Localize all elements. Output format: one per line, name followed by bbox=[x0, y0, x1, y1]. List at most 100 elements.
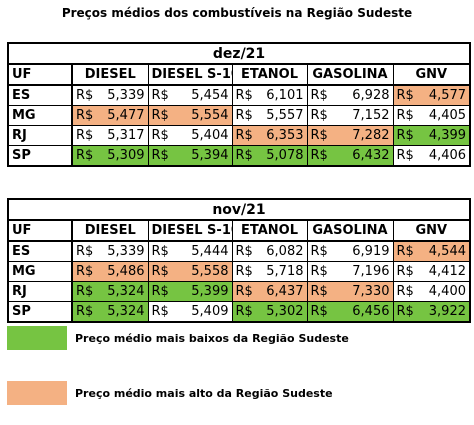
price-number: 6,353 bbox=[266, 128, 304, 143]
price-number: 5,309 bbox=[107, 148, 145, 163]
currency-label: R$ bbox=[310, 88, 328, 103]
currency-label: R$ bbox=[235, 264, 253, 279]
price-number: 5,444 bbox=[191, 244, 229, 259]
currency-label: R$ bbox=[396, 284, 414, 299]
price-cell: R$ 5,078 bbox=[231, 145, 308, 167]
month-row: nov/21 bbox=[7, 198, 471, 221]
uf-cell: SP bbox=[7, 301, 73, 323]
price-number: 7,196 bbox=[352, 264, 390, 279]
currency-label: R$ bbox=[396, 244, 414, 259]
uf-cell: SP bbox=[7, 145, 73, 167]
price-value: R$ 4,577 bbox=[397, 88, 467, 103]
price-cell: R$ 5,339 bbox=[71, 84, 149, 106]
price-value: R$ 5,444 bbox=[152, 244, 229, 259]
price-number: 4,412 bbox=[428, 264, 466, 279]
currency-label: R$ bbox=[310, 108, 328, 123]
price-value: R$ 4,544 bbox=[397, 244, 467, 259]
currency-label: R$ bbox=[310, 264, 328, 279]
currency-label: R$ bbox=[310, 244, 328, 259]
price-value: R$ 4,412 bbox=[397, 264, 467, 279]
price-table-dez21: dez/21 UF DIESEL DIESEL S-10 ETANOL GASOLINA G… bbox=[7, 42, 472, 167]
price-value: R$ 5,558 bbox=[152, 264, 229, 279]
price-number: 4,544 bbox=[428, 244, 466, 259]
price-value: R$ 7,152 bbox=[311, 108, 390, 123]
column-header: UF bbox=[7, 219, 73, 242]
table-row: MG R$ 5,477 R$ 5,554 R$ 5,557 R$ 7,152 R$ 4,405 bbox=[7, 105, 471, 126]
price-value: R$ 6,432 bbox=[311, 148, 390, 163]
currency-label: R$ bbox=[310, 304, 328, 319]
price-value: R$ 5,477 bbox=[76, 108, 145, 123]
price-number: 5,454 bbox=[191, 88, 229, 103]
price-cell: R$ 5,409 bbox=[147, 301, 233, 323]
page-title: Preços médios dos combustíveis na Região… bbox=[61, 6, 413, 20]
price-cell: R$ 5,404 bbox=[147, 125, 233, 146]
currency-label: R$ bbox=[76, 148, 94, 163]
price-number: 6,101 bbox=[266, 88, 304, 103]
price-number: 3,922 bbox=[428, 304, 466, 319]
uf-cell: ES bbox=[7, 240, 73, 262]
price-value: R$ 4,405 bbox=[397, 108, 467, 123]
price-number: 5,399 bbox=[191, 284, 229, 299]
price-cell: R$ 5,394 bbox=[147, 145, 233, 167]
price-cell: R$ 4,405 bbox=[392, 105, 471, 126]
price-cell: R$ 7,330 bbox=[306, 281, 394, 302]
price-number: 7,282 bbox=[352, 128, 390, 143]
price-number: 5,339 bbox=[107, 88, 145, 103]
column-header: GASOLINA bbox=[306, 63, 394, 86]
column-header: GNV bbox=[392, 63, 471, 86]
price-cell: R$ 7,152 bbox=[306, 105, 394, 126]
uf-cell: RJ bbox=[7, 281, 73, 302]
price-value: R$ 4,406 bbox=[397, 148, 467, 163]
column-header: DIESEL bbox=[71, 63, 149, 86]
price-value: R$ 4,399 bbox=[397, 128, 467, 143]
price-number: 5,558 bbox=[191, 264, 229, 279]
price-number: 7,152 bbox=[352, 108, 390, 123]
price-cell: R$ 5,554 bbox=[147, 105, 233, 126]
price-number: 5,078 bbox=[266, 148, 304, 163]
price-cell: R$ 5,339 bbox=[71, 240, 149, 262]
month-label: nov/21 bbox=[7, 198, 471, 221]
price-number: 4,406 bbox=[428, 148, 467, 163]
price-value: R$ 5,324 bbox=[76, 284, 145, 299]
currency-label: R$ bbox=[151, 284, 169, 299]
currency-label: R$ bbox=[396, 264, 414, 279]
price-table-nov21: nov/21 UF DIESEL DIESEL S-10 ETANOL GASOLINA G… bbox=[7, 198, 471, 323]
price-number: 6,928 bbox=[352, 88, 390, 103]
price-number: 5,302 bbox=[266, 304, 304, 319]
price-cell: R$ 5,324 bbox=[71, 301, 149, 323]
currency-label: R$ bbox=[151, 128, 169, 143]
header-row: UF DIESEL DIESEL S-10 ETANOL GASOLINA GNV bbox=[7, 219, 471, 242]
price-value: R$ 6,919 bbox=[311, 244, 390, 259]
price-value: R$ 7,196 bbox=[311, 264, 390, 279]
currency-label: R$ bbox=[235, 284, 253, 299]
currency-label: R$ bbox=[310, 148, 328, 163]
price-cell: R$ 5,302 bbox=[231, 301, 308, 323]
price-number: 5,718 bbox=[266, 264, 304, 279]
price-cell: R$ 4,412 bbox=[392, 261, 471, 282]
price-cell: R$ 6,432 bbox=[306, 145, 394, 167]
price-number: 6,456 bbox=[352, 304, 390, 319]
price-value: R$ 5,339 bbox=[76, 244, 145, 259]
currency-label: R$ bbox=[396, 88, 414, 103]
price-value: R$ 6,082 bbox=[236, 244, 304, 259]
price-cell: R$ 5,399 bbox=[147, 281, 233, 302]
currency-label: R$ bbox=[151, 264, 169, 279]
price-value: R$ 4,400 bbox=[397, 284, 467, 299]
price-number: 6,919 bbox=[352, 244, 390, 259]
price-value: R$ 5,404 bbox=[152, 128, 229, 143]
price-cell: R$ 4,399 bbox=[392, 125, 471, 146]
price-number: 4,400 bbox=[428, 284, 466, 299]
currency-label: R$ bbox=[76, 88, 94, 103]
currency-label: R$ bbox=[235, 108, 253, 123]
price-value: R$ 7,330 bbox=[311, 284, 390, 299]
currency-label: R$ bbox=[76, 128, 94, 143]
price-value: R$ 5,302 bbox=[236, 304, 304, 319]
price-cell: R$ 6,437 bbox=[231, 281, 308, 302]
price-value: R$ 3,922 bbox=[397, 304, 467, 319]
price-value: R$ 7,282 bbox=[311, 128, 390, 143]
legend-highest-swatch bbox=[7, 381, 67, 405]
price-cell: R$ 5,558 bbox=[147, 261, 233, 282]
currency-label: R$ bbox=[76, 108, 94, 123]
header-row: UF DIESEL DIESEL S-10 ETANOL GASOLINA GNV bbox=[7, 63, 471, 86]
column-header: UF bbox=[7, 63, 73, 86]
